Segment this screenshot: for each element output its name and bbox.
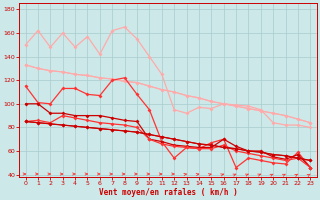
X-axis label: Vent moyen/en rafales ( km/h ): Vent moyen/en rafales ( km/h ) [99, 188, 237, 197]
